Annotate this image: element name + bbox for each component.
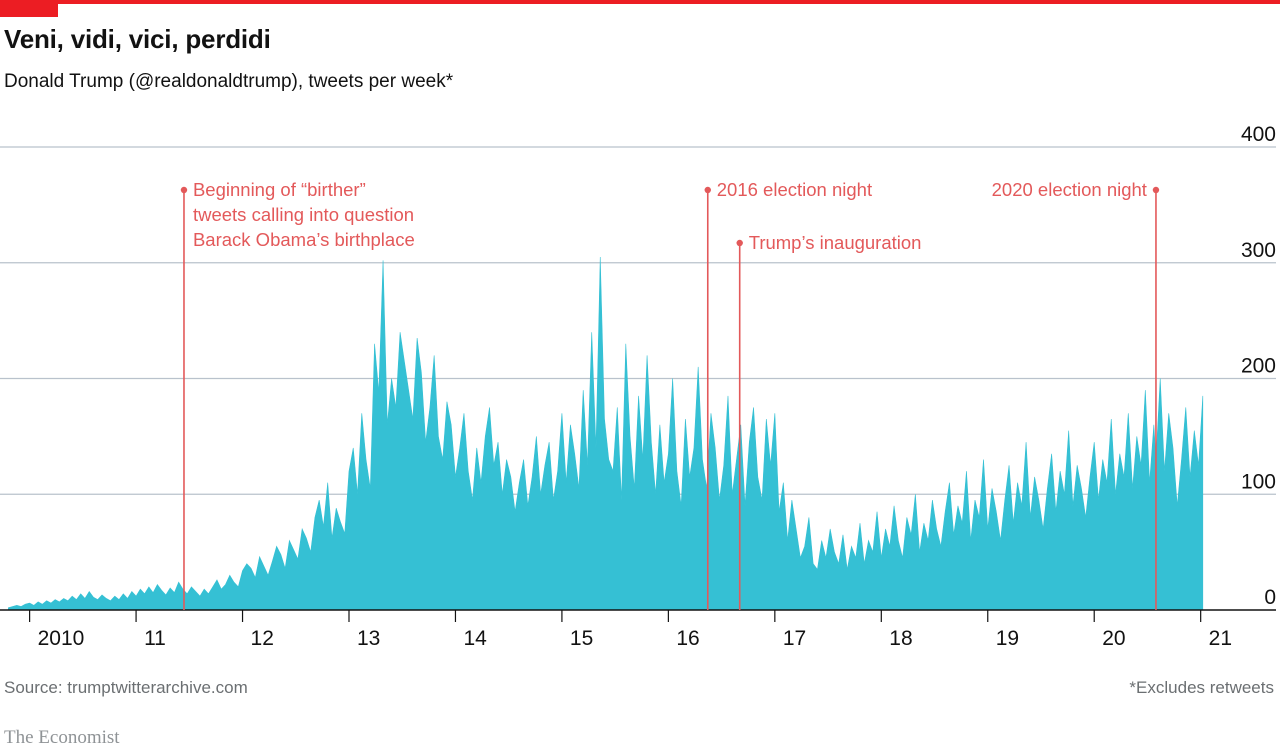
annotation-inauguration: Trump’s inauguration xyxy=(736,232,922,610)
annotation-label: 2020 election night xyxy=(992,179,1147,200)
y-axis-labels: 0 100 200 300 400 xyxy=(1241,123,1276,609)
annotation-label: Trump’s inauguration xyxy=(749,232,922,253)
chart-subtitle: Donald Trump (@realdonaldtrump), tweets … xyxy=(4,71,454,92)
annotation-label: tweets calling into question xyxy=(193,204,414,225)
x-axis-tick-label: 12 xyxy=(251,627,274,645)
annotation-label: Barack Obama’s birthplace xyxy=(193,229,415,250)
chart-area: 0 100 200 300 400 2010 11 12 13 14 15 16 17 18 19 20 21… xyxy=(0,100,1280,645)
annotation-label: 2016 election night xyxy=(717,179,872,200)
series-area-path xyxy=(8,256,1204,611)
x-axis-tick-label: 2010 xyxy=(38,627,85,645)
x-axis-tick-label: 11 xyxy=(144,627,166,645)
y-axis-tick-label: 300 xyxy=(1241,239,1276,262)
y-axis-tick-label: 0 xyxy=(1264,586,1276,609)
x-axis-tick-label: 19 xyxy=(996,627,1019,645)
annotation-birther: Beginning of “birther” tweets calling int… xyxy=(180,179,415,610)
x-axis-tick-label: 21 xyxy=(1209,627,1232,645)
axis-group xyxy=(0,609,1276,622)
x-axis-tick-label: 16 xyxy=(676,627,699,645)
x-axis-tick-label: 13 xyxy=(357,627,380,645)
y-axis-tick-label: 100 xyxy=(1241,470,1276,493)
x-axis-tick-label: 15 xyxy=(570,627,593,645)
annotation-election-2016: 2016 election night xyxy=(704,179,872,610)
top-accent-line xyxy=(0,0,1280,4)
x-axis-tick-label: 17 xyxy=(783,627,806,645)
y-axis-tick-label: 400 xyxy=(1241,123,1276,146)
economist-logo: The Economist xyxy=(4,727,120,748)
brand-red-block xyxy=(0,0,58,17)
footnote: *Excludes retweets xyxy=(1129,678,1274,697)
x-axis-tick-label: 14 xyxy=(463,627,487,645)
x-axis-tick-label: 20 xyxy=(1102,627,1125,645)
x-axis-tick-label: 18 xyxy=(889,627,912,645)
y-axis-tick-label: 200 xyxy=(1241,355,1276,378)
annotation-label: Beginning of “birther” xyxy=(193,179,366,200)
annotation-election-2020: 2020 election night xyxy=(992,179,1160,610)
tweets-per-week-area-chart: 0 100 200 300 400 2010 11 12 13 14 15 16 17 18 19 20 21… xyxy=(0,123,1276,645)
x-axis-labels: 2010 11 12 13 14 15 16 17 18 19 20 21 xyxy=(38,627,1232,645)
annotations-group: Beginning of “birther” tweets calling int… xyxy=(180,179,1160,610)
source-note: Source: trumptwitterarchive.com xyxy=(4,678,248,697)
page-title: Veni, vidi, vici, perdidi xyxy=(4,24,271,54)
